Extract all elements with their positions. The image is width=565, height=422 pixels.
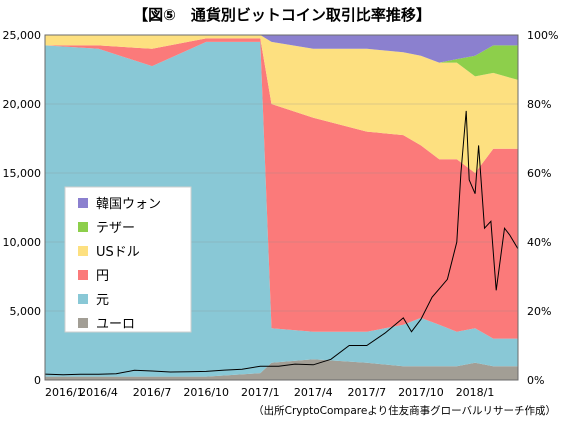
legend-label: テザー <box>96 221 135 236</box>
right-tick-label: 80% <box>527 98 551 111</box>
right-tick-label: 100% <box>527 29 558 42</box>
legend-label: 元 <box>96 293 109 308</box>
right-tick-label: 60% <box>527 167 551 180</box>
price-line-group <box>44 110 519 376</box>
left-tick-label: 25,000 <box>3 29 42 42</box>
source-note: （出所CryptoCompareより住友商事グローバルリサーチ作成） <box>253 404 556 417</box>
left-tick-label: 15,000 <box>3 167 42 180</box>
area-円 <box>45 38 518 339</box>
plot-frame <box>44 34 519 381</box>
x-tick-label: 2017/4 <box>294 386 333 399</box>
x-tick-label: 2017/10 <box>398 386 444 399</box>
right-tick-label: 0% <box>527 374 544 387</box>
legend-label: ユーロ <box>96 317 135 332</box>
legend-swatch <box>78 246 88 256</box>
right-tick-label: 40% <box>527 236 551 249</box>
legend-swatch <box>78 198 88 208</box>
legend-swatch <box>78 294 88 304</box>
left-tick-label: 20,000 <box>3 98 42 111</box>
x-tick-label: 2018/1 <box>456 386 495 399</box>
right-axis-ticks: 0% 20% 40% 60% 80% 100% <box>527 29 558 387</box>
left-tick-label: 5,000 <box>10 305 42 318</box>
right-tick-label: 20% <box>527 305 551 318</box>
x-tick-label: 2016/1 <box>45 386 84 399</box>
left-axis-ticks: 0 5,000 10,000 15,000 20,000 25,000 <box>3 29 42 387</box>
legend-box <box>64 186 192 333</box>
price-line <box>44 110 519 376</box>
x-tick-label: 2016/10 <box>183 386 229 399</box>
legend-label: 韓国ウォン <box>96 197 161 212</box>
x-tick-label: 2017/7 <box>347 386 386 399</box>
legend-label: 円 <box>96 269 109 284</box>
legend-label: USドル <box>96 245 140 260</box>
x-tick-label: 2016/7 <box>133 386 172 399</box>
area-韓国ウォン <box>45 35 518 63</box>
area-ユーロ <box>45 359 518 380</box>
left-tick-label: 0 <box>34 374 41 387</box>
x-tick-label: 2016/4 <box>79 386 118 399</box>
legend-swatch <box>78 222 88 232</box>
legend-swatch <box>78 270 88 280</box>
chart-title: 【図⑤ 通貨別ビットコイン取引比率推移】 <box>133 6 431 24</box>
legend-swatch <box>78 318 88 328</box>
left-tick-label: 10,000 <box>3 236 42 249</box>
x-tick-label: 2017/1 <box>241 386 280 399</box>
